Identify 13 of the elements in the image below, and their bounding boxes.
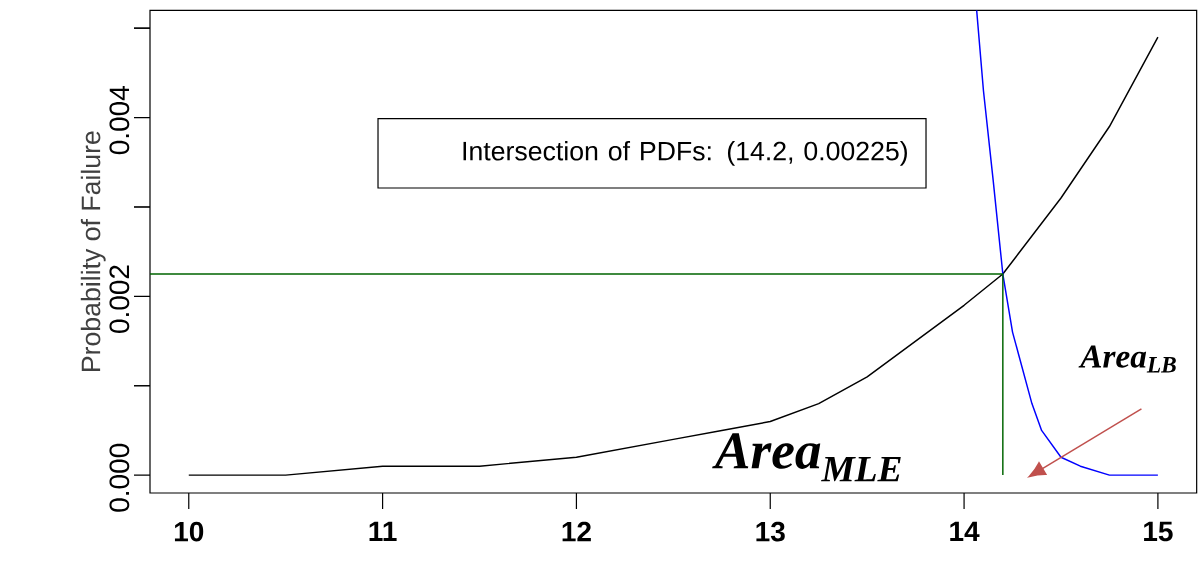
annotation: Area$_{LB}$ <box>1078 345 1176 373</box>
y-tick-label: 0.002 <box>109 265 130 333</box>
x-tick-label: 14 <box>950 521 980 541</box>
x-tick-label: 12 <box>562 521 591 542</box>
annotation: Area$_{MLE}$ <box>712 433 901 482</box>
annotation: Intersection of PDFs: (14.2, 0.00225) <box>463 140 907 166</box>
y-axis-title: Probability of Failure <box>80 131 106 372</box>
x-tick-label: 15 <box>1144 521 1173 542</box>
x-tick-label: 11 <box>369 521 397 541</box>
y-tick-label: 0.000 <box>109 443 130 512</box>
x-tick-label: 13 <box>756 521 785 542</box>
y-tick-label: 0.004 <box>109 86 130 155</box>
x-tick-label: 10 <box>174 521 204 542</box>
